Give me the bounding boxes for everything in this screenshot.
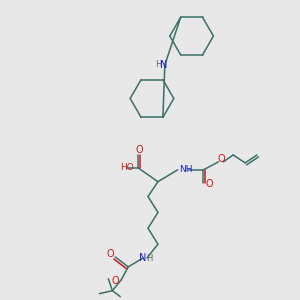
Text: O: O bbox=[112, 276, 119, 286]
Text: H: H bbox=[155, 60, 161, 69]
Text: H: H bbox=[146, 254, 152, 263]
Text: O: O bbox=[218, 154, 225, 164]
Text: O: O bbox=[206, 179, 213, 189]
Text: O: O bbox=[106, 249, 114, 259]
Text: O: O bbox=[135, 146, 143, 155]
Text: N: N bbox=[160, 60, 168, 70]
Text: NH: NH bbox=[179, 165, 192, 174]
Text: N: N bbox=[140, 253, 147, 263]
Text: HO: HO bbox=[120, 163, 134, 172]
